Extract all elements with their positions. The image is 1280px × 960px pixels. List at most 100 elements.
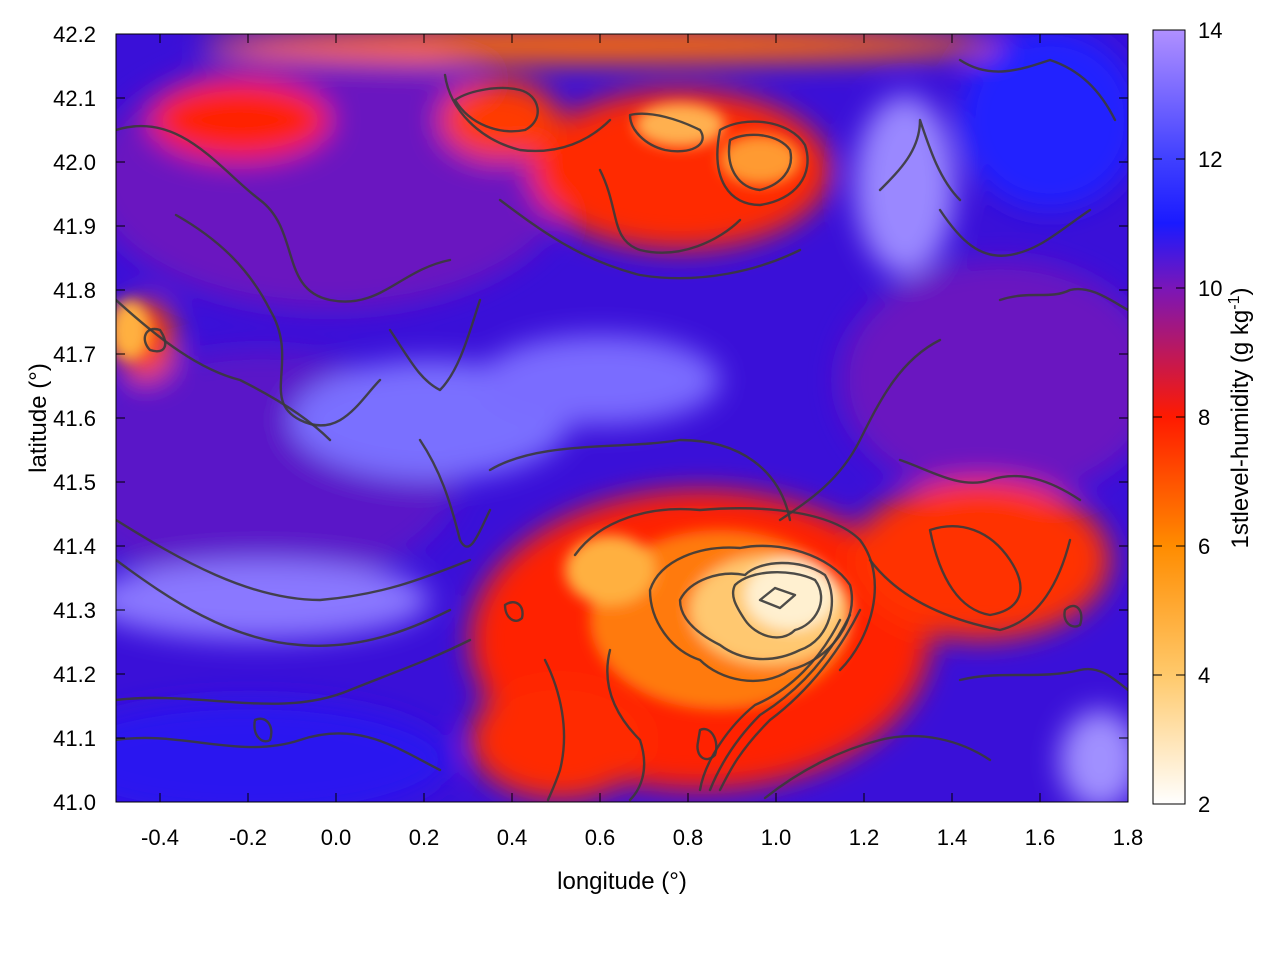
contour-2	[678, 561, 833, 661]
contour-3	[731, 571, 823, 639]
contour-24	[628, 112, 704, 153]
field-purple-e	[840, 260, 1128, 500]
contour-11	[543, 658, 566, 802]
colorbar-title-close: )	[1227, 288, 1254, 296]
contour-37	[778, 338, 942, 522]
contour-35	[868, 538, 1072, 632]
x-tick-label: 0.4	[497, 825, 528, 850]
colorbar-title: 1stlevel-humidity (g kg-1)	[1226, 288, 1254, 549]
y-tick-label: 41.0	[53, 790, 96, 815]
contour-29	[958, 58, 1117, 122]
x-tick-label: 1.4	[937, 825, 968, 850]
contour-42	[253, 717, 273, 743]
y-tick-label: 41.7	[53, 342, 96, 367]
y-tick-label: 42.2	[53, 22, 96, 47]
colorbar-tick-label: 12	[1198, 147, 1222, 172]
x-tick-label: 0.6	[585, 825, 616, 850]
x-tick-label: 1.6	[1025, 825, 1056, 850]
field-moist-ne	[855, 95, 955, 275]
contour-38	[958, 667, 1128, 692]
field-dry-se	[850, 480, 1110, 640]
colorbar-tick-label: 14	[1198, 18, 1222, 43]
colorbar-tick-label: 8	[1198, 405, 1210, 430]
field-blue-sw	[116, 700, 450, 802]
colorbar-ticks: 2 4 6 8 10 12 14	[1153, 18, 1222, 817]
field-moist-band-w	[116, 560, 430, 640]
contour-10	[606, 648, 646, 802]
contour-14	[116, 558, 452, 647]
field-dry-sw	[470, 680, 650, 800]
contour-40	[503, 601, 524, 622]
contour-28	[498, 198, 802, 280]
contour-27	[598, 168, 742, 254]
contour-20	[388, 298, 482, 392]
contour-17	[116, 124, 452, 303]
y-tick-label: 41.6	[53, 406, 96, 431]
contour-15	[116, 638, 472, 705]
field-dry-top-edge	[200, 34, 1000, 63]
y-tick-label: 41.2	[53, 662, 96, 687]
y-tick-label: 42.0	[53, 150, 96, 175]
contour-25	[727, 133, 793, 192]
contour-lines	[116, 58, 1128, 802]
field-moist-band-ce	[480, 335, 720, 425]
y-axis: 41.0 41.1 41.2 41.3 41.4 41.5 41.6 41.7 41.8 41.9…	[53, 22, 1128, 815]
field-dry-north-w	[440, 80, 560, 160]
colorbar-title-sup: -1	[1226, 295, 1243, 309]
y-axis-title: latitude (°)	[25, 363, 52, 473]
x-tick-label: 1.2	[849, 825, 880, 850]
y-tick-label: 41.8	[53, 278, 96, 303]
humidity-field	[116, 34, 1128, 802]
colorbar-tick-label: 10	[1198, 276, 1222, 301]
x-tick-label: 0.8	[673, 825, 704, 850]
contour-19	[116, 298, 332, 442]
field-dry-north-orange	[635, 103, 725, 147]
contour-31	[938, 208, 1092, 257]
contour-18	[174, 213, 382, 427]
contour-22	[443, 73, 612, 153]
x-axis-title: longitude (°)	[557, 868, 687, 895]
y-tick-label: 41.9	[53, 214, 96, 239]
contour-23	[453, 86, 539, 133]
contour-36	[1063, 604, 1083, 628]
field-blue-ne	[960, 34, 1128, 210]
contour-33	[898, 458, 1082, 502]
contour-16	[116, 732, 442, 772]
x-tick-label: -0.4	[141, 825, 179, 850]
colorbar-tick-label: 6	[1198, 534, 1210, 559]
contour-8	[696, 727, 718, 761]
contour-5	[718, 608, 862, 792]
contour-7	[698, 618, 842, 792]
contour-6	[708, 613, 852, 792]
y-tick-label: 41.1	[53, 726, 96, 751]
x-tick-label: -0.2	[229, 825, 267, 850]
field-dry-west-core	[116, 300, 150, 360]
contour-12	[488, 438, 792, 522]
colorbar-tick-label: 2	[1198, 792, 1210, 817]
y-tick-label: 41.4	[53, 534, 96, 559]
contour-21	[418, 438, 492, 548]
contour-30	[878, 118, 962, 202]
contour-13	[116, 518, 472, 602]
field-dry-south-lobe	[565, 535, 655, 605]
contour-39	[763, 734, 992, 800]
y-tick-label: 42.1	[53, 86, 96, 111]
x-axis: -0.4 -0.2 0.0 0.2 0.4 0.6 0.8 1.0 1.2 1.4 1.6 1.8	[141, 34, 1143, 850]
contour-4	[758, 586, 797, 610]
x-tick-label: 1.8	[1113, 825, 1144, 850]
colorbar: 2 4 6 8 10 12 14 1stlevel-humidity (g kg-1)	[1152, 18, 1254, 817]
field-moist-se	[1060, 710, 1128, 802]
colorbar-tick-label: 4	[1198, 663, 1210, 688]
x-tick-label: 0.2	[409, 825, 440, 850]
colorbar-title-main: 1stlevel-humidity (g kg	[1227, 310, 1254, 549]
contour-41	[143, 327, 167, 353]
field-dry-north	[530, 90, 830, 250]
contour-34	[928, 525, 1022, 617]
x-tick-label: 1.0	[761, 825, 792, 850]
y-tick-label: 41.3	[53, 598, 96, 623]
x-tick-label: 0.0	[321, 825, 352, 850]
y-tick-label: 41.5	[53, 470, 96, 495]
field-dry-north-orange-2	[720, 135, 800, 185]
contour-32	[998, 287, 1128, 312]
